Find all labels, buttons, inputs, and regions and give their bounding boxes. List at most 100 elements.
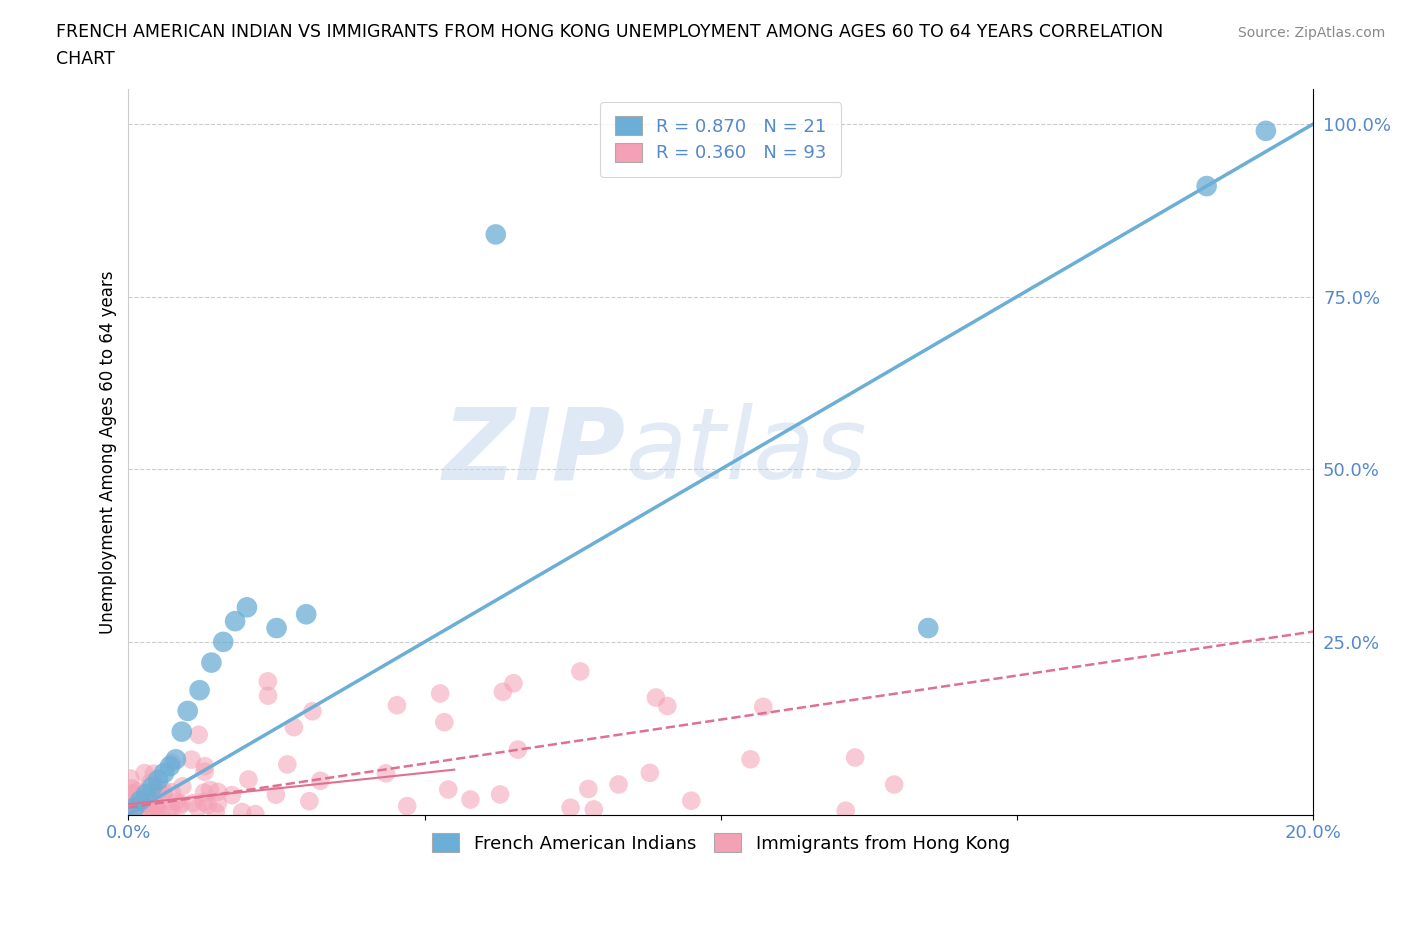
Point xyxy=(146,800,169,815)
Point xyxy=(165,794,187,809)
Point xyxy=(193,794,215,809)
Point xyxy=(193,785,215,800)
Point xyxy=(221,788,243,803)
Point xyxy=(396,799,419,814)
Point xyxy=(145,785,167,800)
Point xyxy=(152,787,174,802)
Point xyxy=(489,787,512,802)
Point xyxy=(127,784,149,799)
Point xyxy=(295,606,318,621)
Point xyxy=(283,720,305,735)
Point xyxy=(132,796,155,811)
Point xyxy=(560,801,582,816)
Point xyxy=(198,782,221,797)
Point xyxy=(160,755,183,770)
Point xyxy=(576,781,599,796)
Point xyxy=(374,766,396,781)
Point xyxy=(309,774,332,789)
Point xyxy=(170,796,193,811)
Text: atlas: atlas xyxy=(626,404,868,500)
Point xyxy=(121,800,143,815)
Point xyxy=(433,715,456,730)
Point xyxy=(153,765,176,780)
Point xyxy=(145,781,167,796)
Point xyxy=(1254,124,1277,139)
Point xyxy=(118,798,141,813)
Point xyxy=(160,785,183,800)
Point xyxy=(135,787,157,802)
Point xyxy=(1195,179,1218,193)
Point xyxy=(197,797,219,812)
Point xyxy=(136,801,159,816)
Text: Source: ZipAtlas.com: Source: ZipAtlas.com xyxy=(1237,26,1385,40)
Point xyxy=(207,796,229,811)
Point xyxy=(645,690,668,705)
Point xyxy=(502,676,524,691)
Point xyxy=(146,781,169,796)
Point xyxy=(129,793,152,808)
Point xyxy=(129,793,152,808)
Point xyxy=(124,800,146,815)
Point xyxy=(142,807,165,822)
Point xyxy=(257,674,280,689)
Point xyxy=(834,804,856,818)
Point xyxy=(170,724,193,739)
Point xyxy=(124,800,146,815)
Point xyxy=(141,806,163,821)
Point xyxy=(740,751,762,766)
Point xyxy=(231,804,253,819)
Text: ZIP: ZIP xyxy=(443,404,626,500)
Point xyxy=(167,799,190,814)
Point xyxy=(212,634,235,649)
Point xyxy=(460,792,482,807)
Point xyxy=(276,757,298,772)
Point xyxy=(752,699,775,714)
Point xyxy=(569,664,592,679)
Point xyxy=(146,773,169,788)
Point xyxy=(245,806,267,821)
Point xyxy=(181,795,204,810)
Point xyxy=(150,805,173,820)
Point xyxy=(844,751,866,765)
Point xyxy=(177,703,200,718)
Point xyxy=(298,793,321,808)
Point xyxy=(193,764,215,779)
Point xyxy=(264,788,287,803)
Y-axis label: Unemployment Among Ages 60 to 64 years: Unemployment Among Ages 60 to 64 years xyxy=(100,271,117,633)
Point xyxy=(159,759,181,774)
Legend: French American Indians, Immigrants from Hong Kong: French American Indians, Immigrants from… xyxy=(425,826,1017,860)
Point xyxy=(236,600,259,615)
Point xyxy=(128,797,150,812)
Point xyxy=(492,684,515,699)
Point xyxy=(187,727,209,742)
Point xyxy=(122,786,145,801)
Point xyxy=(180,752,202,767)
Point xyxy=(157,802,180,817)
Point xyxy=(135,796,157,811)
Point xyxy=(165,751,187,766)
Point xyxy=(146,785,169,800)
Point xyxy=(207,784,229,799)
Point xyxy=(681,793,703,808)
Point xyxy=(429,686,451,701)
Point xyxy=(188,683,211,698)
Point xyxy=(194,759,217,774)
Point xyxy=(917,620,939,635)
Point xyxy=(120,771,142,786)
Point xyxy=(385,698,408,712)
Point xyxy=(134,765,156,780)
Point xyxy=(657,698,679,713)
Point xyxy=(200,655,222,670)
Point xyxy=(582,802,605,817)
Point xyxy=(506,742,529,757)
Point xyxy=(257,688,280,703)
Point xyxy=(224,614,246,629)
Point xyxy=(139,796,162,811)
Point xyxy=(125,789,148,804)
Point xyxy=(204,804,226,819)
Point xyxy=(121,781,143,796)
Point xyxy=(152,783,174,798)
Text: FRENCH AMERICAN INDIAN VS IMMIGRANTS FROM HONG KONG UNEMPLOYMENT AMONG AGES 60 T: FRENCH AMERICAN INDIAN VS IMMIGRANTS FRO… xyxy=(56,23,1164,68)
Point xyxy=(638,765,661,780)
Point xyxy=(142,766,165,781)
